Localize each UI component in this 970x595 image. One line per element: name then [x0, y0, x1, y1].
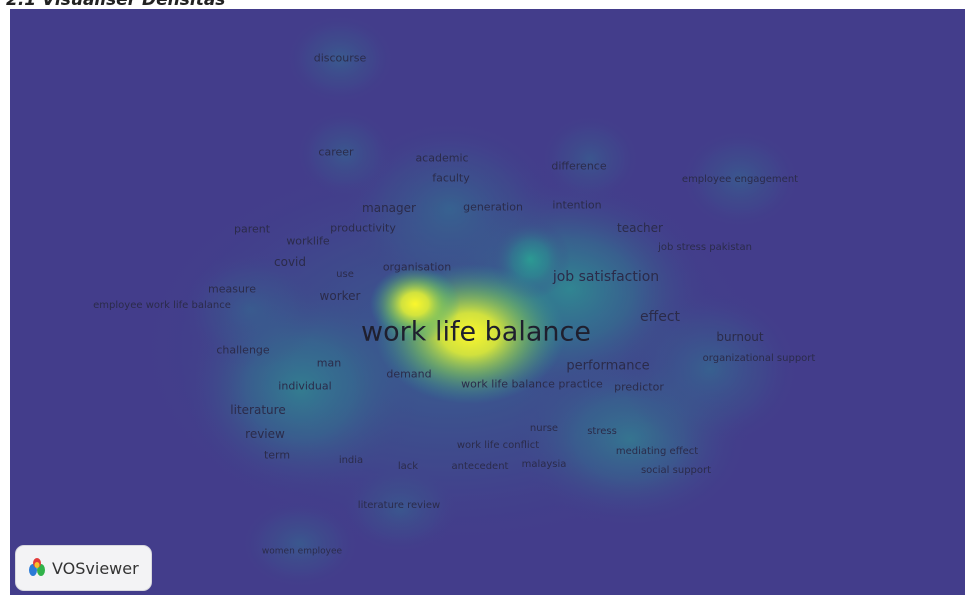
- keyword-label[interactable]: job satisfaction: [552, 269, 660, 285]
- keyword-label[interactable]: teacher: [617, 221, 663, 235]
- section-heading: 2.1 Visualiser Densitas: [6, 0, 226, 10]
- keyword-label[interactable]: social support: [640, 465, 712, 476]
- keyword-label[interactable]: work life balance: [361, 316, 591, 348]
- keyword-label[interactable]: employee work life balance: [93, 300, 231, 311]
- keyword-label[interactable]: challenge: [216, 343, 270, 357]
- keyword-label[interactable]: nurse: [529, 423, 559, 434]
- keyword-label[interactable]: intention: [552, 198, 602, 212]
- keyword-label[interactable]: individual: [278, 379, 332, 393]
- keyword-label[interactable]: work life balance practice: [461, 377, 603, 391]
- keyword-label[interactable]: organisation: [382, 260, 452, 274]
- keyword-label[interactable]: difference: [551, 159, 607, 173]
- keyword-label[interactable]: manager: [362, 201, 416, 215]
- keyword-label[interactable]: discourse: [313, 51, 367, 65]
- keyword-label[interactable]: faculty: [432, 171, 470, 185]
- keyword-label[interactable]: lack: [397, 461, 419, 472]
- keyword-label[interactable]: predictor: [614, 380, 664, 394]
- keyword-label[interactable]: parent: [233, 222, 271, 236]
- keyword-label[interactable]: generation: [463, 200, 523, 214]
- keyword-label[interactable]: term: [263, 448, 291, 462]
- keyword-label[interactable]: burnout: [716, 330, 764, 344]
- keyword-label[interactable]: man: [316, 356, 342, 370]
- keyword-label[interactable]: effect: [639, 309, 681, 325]
- keyword-label[interactable]: academic: [415, 151, 469, 165]
- keyword-label[interactable]: india: [338, 455, 364, 466]
- keyword-label[interactable]: performance: [566, 358, 650, 374]
- keyword-label[interactable]: covid: [274, 255, 306, 269]
- keyword-label[interactable]: productivity: [330, 221, 396, 235]
- keyword-label[interactable]: stress: [587, 426, 617, 437]
- keyword-label[interactable]: job stress pakistan: [658, 242, 752, 253]
- vosviewer-label: VOSviewer: [52, 558, 139, 578]
- keyword-label[interactable]: work life conflict: [456, 440, 540, 451]
- keyword-label[interactable]: literature review: [357, 500, 441, 511]
- vosviewer-logo-icon: [27, 554, 47, 582]
- keyword-label[interactable]: worker: [319, 289, 361, 303]
- keyword-label[interactable]: mediating effect: [615, 446, 699, 457]
- keyword-label[interactable]: review: [245, 427, 285, 441]
- keyword-label[interactable]: demand: [386, 367, 432, 381]
- keyword-label[interactable]: literature: [230, 403, 286, 417]
- keyword-label[interactable]: antecedent: [451, 461, 509, 472]
- keyword-label[interactable]: organizational support: [702, 353, 816, 364]
- density-map[interactable]: discourse career academic faculty difference…: [10, 9, 965, 595]
- vosviewer-badge[interactable]: VOSviewer: [15, 545, 152, 591]
- keyword-label[interactable]: career: [318, 145, 354, 159]
- keyword-label[interactable]: women employee: [261, 546, 343, 557]
- keyword-label[interactable]: worklife: [286, 234, 330, 248]
- keyword-label[interactable]: use: [336, 269, 354, 280]
- density-heatmap: [130, 14, 800, 589]
- keyword-label[interactable]: measure: [208, 282, 256, 296]
- keyword-label[interactable]: malaysia: [521, 459, 567, 470]
- keyword-label[interactable]: employee engagement: [681, 174, 799, 185]
